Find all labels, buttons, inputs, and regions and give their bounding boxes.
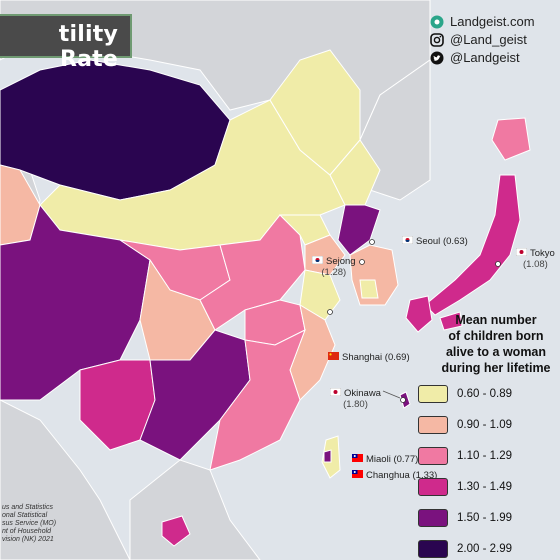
taiwan-flag-icon bbox=[352, 470, 363, 481]
marker-tokyo bbox=[495, 261, 501, 267]
region-hokkaido bbox=[491, 117, 531, 161]
region-shikoku bbox=[439, 311, 463, 331]
region-south-china bbox=[209, 328, 306, 471]
title-banner: tility Rate bbox=[0, 14, 132, 72]
region-southwest-neighbours bbox=[0, 399, 131, 560]
south-korea-flag-icon bbox=[401, 235, 414, 247]
social-instagram[interactable]: @Land_geist bbox=[430, 32, 527, 47]
legend-item: 1.50 - 1.99 bbox=[418, 504, 512, 531]
label-seoul: Seoul (0.63) bbox=[401, 235, 468, 247]
social-landgeist[interactable]: Landgeist.com bbox=[430, 14, 535, 29]
social-handle-website: Landgeist.com bbox=[450, 14, 535, 29]
leader-okinawa bbox=[382, 390, 401, 399]
twitter-icon bbox=[430, 51, 444, 65]
legend-title: Mean number of children born alive to a … bbox=[441, 313, 551, 375]
legend-swatch bbox=[418, 446, 448, 465]
south-korea-flag-icon bbox=[311, 255, 324, 267]
legend-swatch bbox=[418, 508, 448, 527]
region-honshu bbox=[424, 174, 521, 316]
taiwan-flag-icon bbox=[352, 454, 363, 465]
marker-sejong bbox=[359, 259, 365, 265]
label-miaoli: Miaoli (0.77) bbox=[352, 454, 418, 465]
label-shanghai: Shanghai (0.69) bbox=[328, 352, 410, 363]
marker-seoul bbox=[369, 239, 375, 245]
legend-swatch bbox=[418, 384, 448, 403]
label-changhua: Changhua (1.33) bbox=[352, 470, 437, 481]
instagram-icon bbox=[430, 32, 444, 47]
label-tokyo: Tokyo (1.08) bbox=[515, 247, 555, 270]
region-hainan bbox=[161, 515, 191, 547]
legend-swatch bbox=[418, 539, 448, 558]
china-flag-icon bbox=[328, 352, 339, 363]
label-sejong: Sejong (1.28) bbox=[311, 255, 356, 278]
region-heilongjiang bbox=[269, 49, 361, 176]
marker-shanghai bbox=[327, 309, 333, 315]
legend-item: 2.00 - 2.99 bbox=[418, 535, 512, 560]
landgeist-logo-icon bbox=[430, 15, 444, 29]
japan-flag-icon bbox=[329, 387, 342, 399]
social-handle-instagram: @Land_geist bbox=[450, 32, 527, 47]
region-jiangsu bbox=[299, 269, 341, 321]
source-credits: us and Statistics onal Statistical sus S… bbox=[2, 504, 57, 543]
region-jilin bbox=[329, 139, 381, 206]
legend-item: 1.30 - 1.49 bbox=[418, 473, 512, 500]
legend-swatch bbox=[418, 477, 448, 496]
map-title: tility Rate bbox=[58, 22, 118, 72]
social-twitter[interactable]: @Landgeist bbox=[430, 50, 520, 65]
legend: 0.60 - 0.89 0.90 - 1.09 1.10 - 1.29 1.30… bbox=[418, 380, 512, 560]
region-taiwan-changhua bbox=[323, 449, 332, 463]
label-okinawa: Okinawa (1.80) bbox=[329, 387, 381, 410]
social-handle-twitter: @Landgeist bbox=[450, 50, 520, 65]
legend-item: 0.90 - 1.09 bbox=[418, 411, 512, 438]
region-kyushu bbox=[405, 295, 433, 333]
region-south-korea-south bbox=[359, 279, 379, 299]
legend-swatch bbox=[418, 415, 448, 434]
japan-flag-icon bbox=[515, 247, 528, 259]
legend-item: 0.60 - 0.89 bbox=[418, 380, 512, 407]
region-shandong bbox=[304, 234, 346, 276]
marker-okinawa bbox=[400, 397, 406, 403]
legend-item: 1.10 - 1.29 bbox=[418, 442, 512, 469]
